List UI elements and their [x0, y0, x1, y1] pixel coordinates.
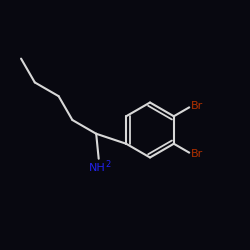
Text: 2: 2: [105, 160, 110, 169]
Text: NH: NH: [89, 163, 106, 173]
Text: Br: Br: [191, 101, 203, 111]
Text: Br: Br: [191, 149, 203, 159]
